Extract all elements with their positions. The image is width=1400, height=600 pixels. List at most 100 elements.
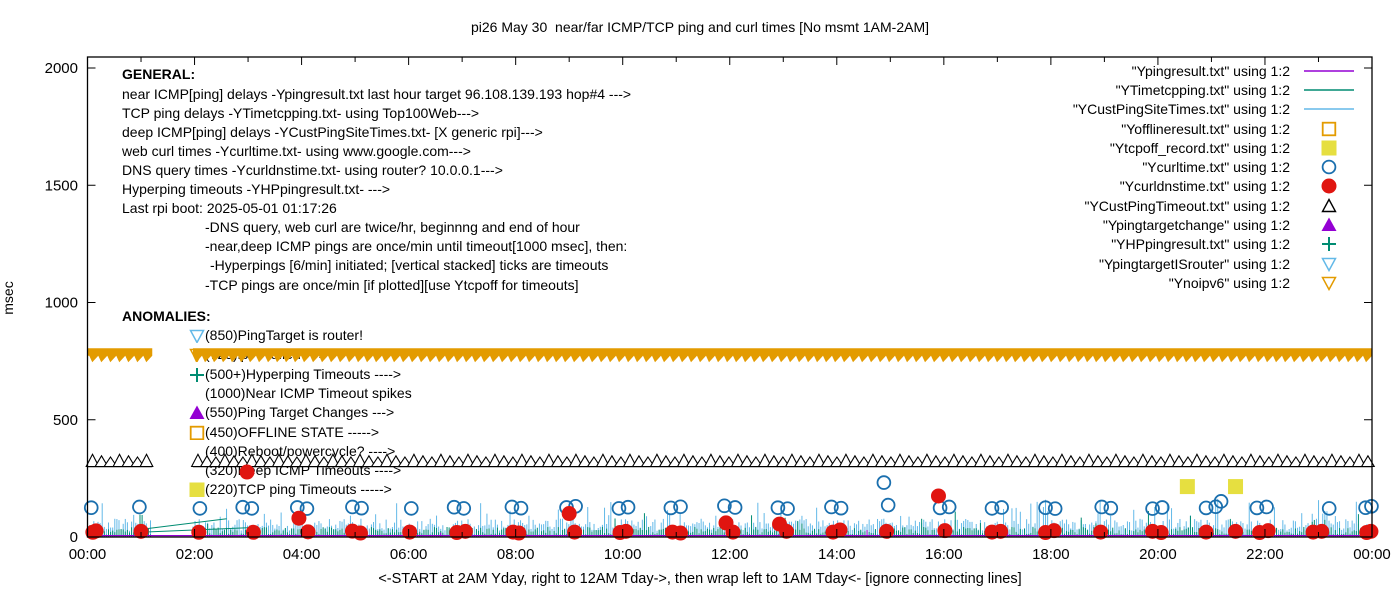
-ycurldnstime-txt-using-1-2-point — [239, 464, 255, 480]
-ycurltime-txt-using-1-2-point — [1198, 500, 1214, 516]
custpingtimeout-triangle — [112, 453, 127, 468]
-ycurldnstime-txt-using-1-2-point — [930, 488, 946, 504]
custpingtimeout-triangle — [514, 453, 530, 468]
-ycurltime-txt-using-1-2-point — [504, 499, 520, 515]
custpingtimeout-triangle — [1063, 454, 1079, 468]
-ycurltime-txt-using-1-2-point — [446, 499, 462, 515]
custpingtimeout-triangle — [712, 454, 728, 468]
custpingtimeout-triangle — [379, 453, 395, 468]
-ycurldnstime-txt-using-1-2-point — [1046, 523, 1062, 539]
general-line-text: -TCP pings are once/min [if plotted][use… — [205, 276, 579, 293]
anomaly-line-text: (500+)Hyperping Timeouts ----> — [205, 365, 402, 382]
-ycurltime-txt-using-1-2-point — [620, 499, 636, 515]
custpingtimeout-triangle — [1270, 453, 1286, 468]
custpingtimeout-triangle — [829, 456, 845, 468]
custpingtimeout-triangle — [1342, 456, 1358, 468]
custpingtimeout-triangle — [613, 456, 629, 468]
legend-symbol-tri-down-open — [1321, 257, 1337, 272]
custpingtimeout-triangle — [424, 456, 440, 468]
custpingtimeout-triangle — [1126, 456, 1142, 468]
legend-symbol-tri-up-open — [1321, 197, 1337, 212]
custpingtimeout-triangle — [901, 454, 917, 468]
-ycurldnstime-txt-using-1-2-point — [1314, 523, 1330, 539]
x-tick-label: 12:00 — [711, 546, 749, 563]
legend-label: "Yofflineresult.txt" using 1:2 — [1121, 120, 1290, 137]
custpingtimeout-triangle — [1072, 456, 1088, 468]
x-axis-caption: <-START at 2AM Yday, right to 12AM Tday-… — [378, 571, 1022, 587]
tri-up-filled-marker — [189, 405, 205, 420]
custpingtimeout-triangle — [820, 454, 836, 468]
custpingtimeout-triangle — [415, 454, 431, 468]
-ycurltime-txt-using-1-2-point — [235, 499, 251, 515]
legend-symbol-square-open — [1321, 121, 1337, 136]
-ytcpoff-record-txt-using-1-2-point — [1228, 479, 1244, 495]
-ycurltime-txt-using-1-2-point — [1321, 501, 1337, 516]
legend: "Ypingresult.txt" using 1:2 "YTimetcpping… — [700, 61, 1358, 293]
x-tick-label: 16:00 — [925, 546, 963, 563]
custpingtimeout-triangle — [1000, 453, 1016, 468]
legend-entry: "YHPpingresult.txt" using 1:2 — [700, 235, 1358, 254]
general-line: -DNS query, web curl are twice/hr, begin… — [205, 219, 580, 235]
-ycurltime-txt-using-1-2-point — [244, 501, 260, 516]
custpingtimeout-triangle — [442, 454, 458, 468]
custpingtimeout-triangle — [1144, 454, 1160, 468]
-ycurltime-txt-using-1-2-point — [1145, 501, 1160, 516]
legend-entry: "YCustPingSiteTimes.txt" using 1:2 — [700, 100, 1358, 119]
custpingtimeout-triangle — [505, 456, 521, 468]
-ycurltime-txt-using-1-2-point — [299, 501, 315, 516]
-ycurltime-txt-using-1-2-point — [83, 500, 99, 515]
custpingtimeout-triangle — [451, 456, 467, 468]
general-line-text: deep ICMP[ping] delays -YCustPingSiteTim… — [122, 124, 543, 141]
-ycurltime-txt-using-1-2-point — [833, 500, 849, 516]
legend-symbol-line — [1304, 89, 1354, 91]
custpingtimeout-triangle — [208, 456, 224, 468]
legend-label: "Ypingtargetchange" using 1:2 — [1102, 217, 1290, 234]
custpingtimeout-triangle — [316, 456, 332, 468]
x-tick-label: 06:00 — [390, 546, 428, 563]
y-tick-label: 1500 — [45, 177, 78, 194]
y-tick-label: 0 — [70, 529, 78, 546]
tri-up-open-marker — [1321, 197, 1337, 212]
general-line-text: -Hyperpings [6/min] initiated; [vertical… — [210, 257, 609, 274]
-ycurldnstime-txt-using-1-2-point — [402, 524, 418, 540]
x-tick-label: 20:00 — [1139, 546, 1177, 563]
-ycurldnstime-txt-using-1-2-point — [191, 524, 207, 540]
square-open-marker — [1321, 121, 1337, 136]
anomalies-heading: ANOMALIES: — [122, 308, 211, 324]
custpingtimeout-triangle — [343, 456, 359, 468]
custpingtimeout-triangle — [130, 456, 145, 468]
custpingtimeout-triangle — [568, 453, 584, 468]
legend-entry: "Ycurldnstime.txt" using 1:2 — [700, 177, 1358, 196]
custpingtimeout-triangle — [1351, 453, 1367, 468]
anomaly-line-text: (450)OFFLINE STATE -----> — [205, 423, 380, 440]
general-heading: GENERAL: — [122, 66, 196, 82]
-ycurldnstime-txt-using-1-2-point — [879, 523, 895, 539]
general-line-text: TCP ping delays -YTimetcpping.txt- using… — [122, 105, 480, 122]
-ycurltime-txt-using-1-2-point — [1249, 500, 1265, 516]
tri-down-open-marker — [189, 329, 205, 343]
custpingtimeout-triangle — [1018, 456, 1034, 468]
legend-label: "YTimetcpping.txt" using 1:2 — [1115, 81, 1290, 98]
-ycurldnstime-txt-using-1-2-point — [561, 506, 577, 522]
custpingtimeout-triangle — [370, 456, 386, 468]
x-tick-label: 02:00 — [176, 546, 214, 563]
anomaly-key-plus-icon — [190, 367, 204, 382]
custpingtimeout-triangle — [883, 456, 899, 468]
general-line-text: DNS query times -Ycurldnstime.txt- using… — [122, 162, 503, 179]
custpingtimeout-triangle — [676, 453, 692, 468]
general-line: deep ICMP[ping] delays -YCustPingSiteTim… — [122, 124, 543, 140]
-ycurldnstime-txt-using-1-2-point — [778, 523, 794, 539]
-ycurltime-txt-using-1-2-point — [354, 500, 369, 516]
custpingtimeout-triangle — [217, 453, 233, 468]
general-line: TCP ping delays -YTimetcpping.txt- using… — [122, 105, 479, 121]
custpingtimeout-triangle — [541, 453, 557, 468]
-ycurldnstime-txt-using-1-2-point — [291, 510, 307, 526]
anomaly-line-text: (220)TCP ping Timeouts -----> — [205, 481, 392, 498]
legend-entry: "Ynoipv6" using 1:2 — [700, 273, 1358, 292]
legend-entry: "Ypingtargetchange" using 1:2 — [700, 215, 1358, 234]
general-line: web curl times -Ycurltime.txt- using www… — [122, 143, 471, 159]
general-line-text: Hyperping timeouts -YHPpingresult.txt- -… — [122, 181, 391, 198]
custpingtimeout-triangle — [1297, 453, 1313, 468]
-ycurltime-txt-using-1-2-point — [1213, 494, 1229, 509]
